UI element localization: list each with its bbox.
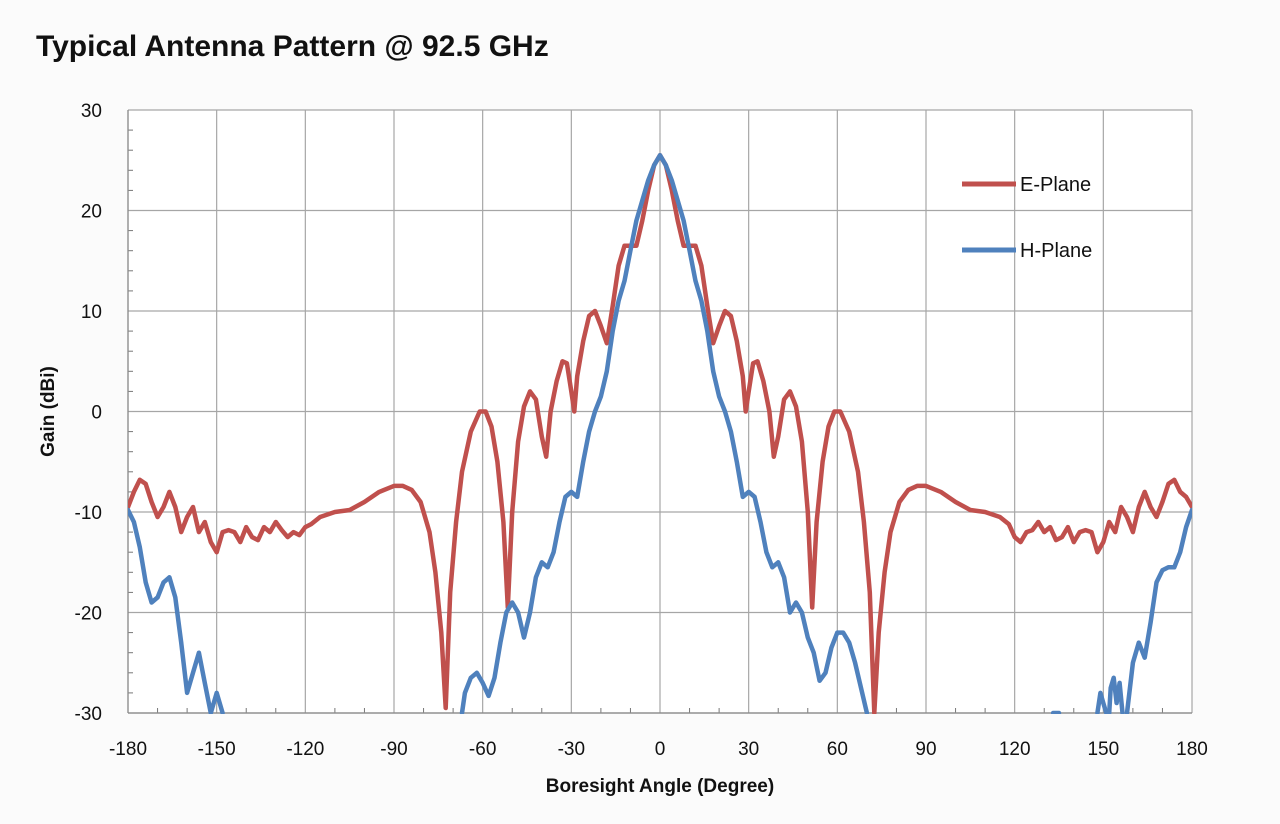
x-tick-label: -180 [109, 739, 147, 760]
y-tick-label: -20 [75, 604, 102, 625]
h-plane-series-line [128, 507, 225, 714]
legend-label-e-plane: E-Plane [1020, 174, 1091, 196]
x-tick-label: -60 [469, 739, 496, 760]
x-tick-label: 180 [1176, 739, 1208, 760]
h-plane-series-line [1106, 675, 1125, 714]
h-plane-series-line [1124, 507, 1192, 714]
h-plane-series-line [459, 152, 870, 714]
x-axis-title: Boresight Angle (Degree) [546, 776, 774, 797]
x-tick-label: 120 [999, 739, 1031, 760]
x-tick-label: 90 [915, 739, 936, 760]
x-tick-label: -150 [198, 739, 236, 760]
x-tick-label: 60 [827, 739, 848, 760]
h-plane-series-line [1095, 690, 1109, 714]
x-tick-label: 150 [1087, 739, 1119, 760]
chart-title: Typical Antenna Pattern @ 92.5 GHz [36, 30, 549, 63]
y-tick-label: -10 [75, 503, 102, 524]
y-tick-label: 10 [81, 302, 102, 323]
y-tick-label: 20 [81, 202, 102, 223]
y-tick-label: 30 [81, 101, 102, 122]
x-tick-label: -120 [286, 739, 324, 760]
y-axis-title: Gain (dBi) [38, 366, 59, 457]
x-tick-label: 0 [655, 739, 666, 760]
x-tick-label: -30 [558, 739, 585, 760]
x-tick-label: -90 [380, 739, 407, 760]
y-tick-label: 0 [91, 403, 102, 424]
legend-label-h-plane: H-Plane [1020, 240, 1092, 262]
x-tick-label: 30 [738, 739, 759, 760]
y-tick-label: -30 [75, 704, 102, 725]
